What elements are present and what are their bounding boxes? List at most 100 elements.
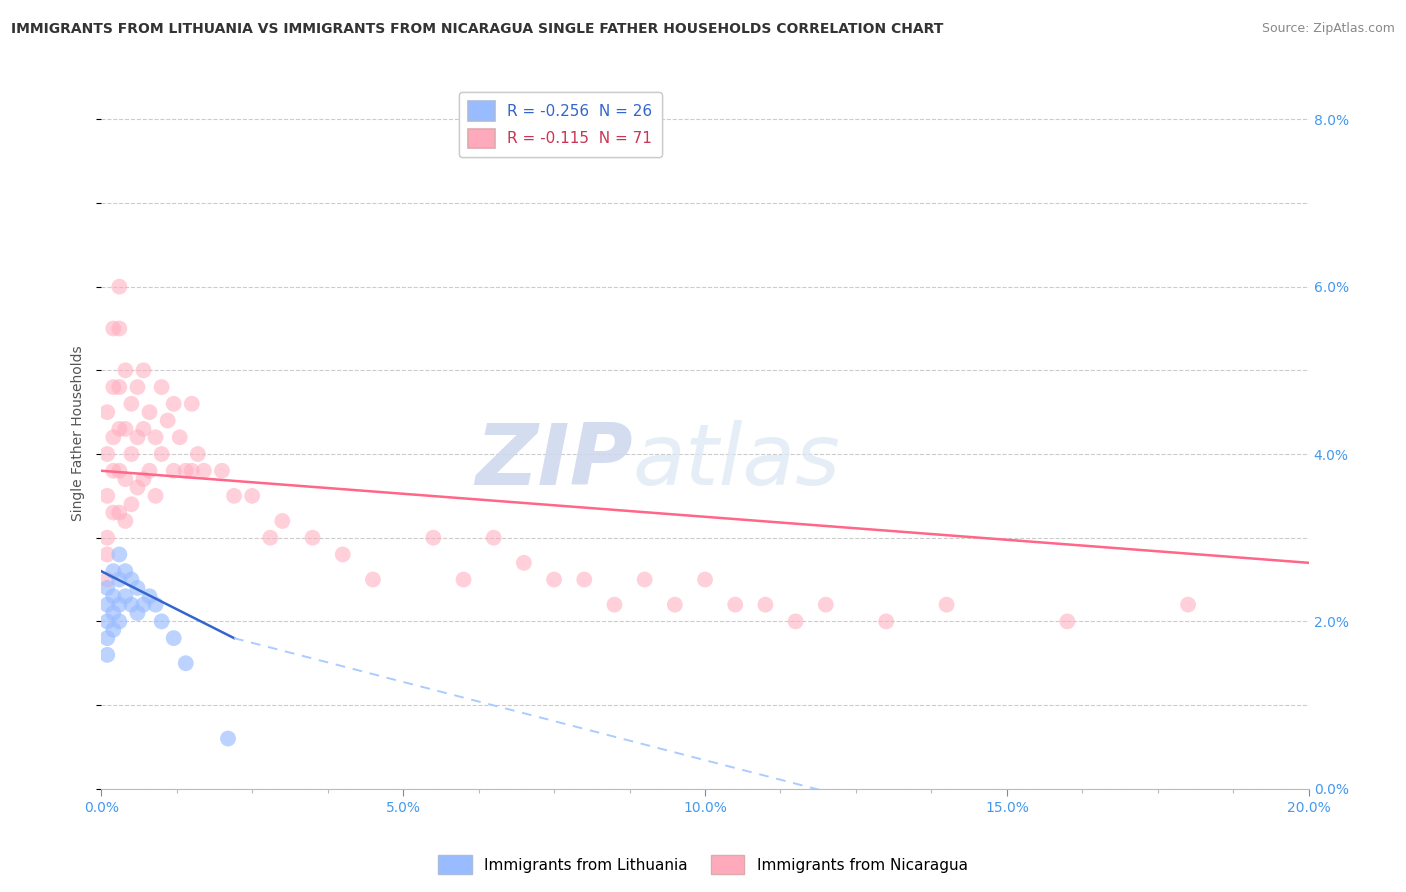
Point — [145, 430, 167, 444]
Point — [180, 464, 202, 478]
Point — [108, 279, 131, 293]
Point — [96, 581, 118, 595]
Point — [120, 573, 142, 587]
Point — [120, 598, 142, 612]
Point — [120, 397, 142, 411]
Point — [96, 598, 118, 612]
Point — [120, 497, 142, 511]
Point — [193, 464, 215, 478]
Point — [453, 573, 475, 587]
Point — [138, 589, 160, 603]
Point — [96, 548, 118, 562]
Point — [132, 472, 155, 486]
Point — [163, 631, 186, 645]
Point — [108, 321, 131, 335]
Point — [103, 430, 125, 444]
Y-axis label: Single Father Households: Single Father Households — [72, 345, 86, 521]
Point — [271, 514, 294, 528]
Text: atlas: atlas — [633, 420, 841, 503]
Point — [332, 548, 354, 562]
Point — [103, 380, 125, 394]
Point — [664, 598, 686, 612]
Point — [169, 430, 191, 444]
Point — [96, 531, 118, 545]
Point — [127, 581, 149, 595]
Point — [103, 623, 125, 637]
Point — [1177, 598, 1199, 612]
Point — [114, 564, 136, 578]
Point — [163, 464, 186, 478]
Point — [114, 363, 136, 377]
Point — [127, 380, 149, 394]
Point — [96, 405, 118, 419]
Point — [114, 472, 136, 486]
Point — [114, 422, 136, 436]
Point — [724, 598, 747, 612]
Point — [108, 506, 131, 520]
Point — [785, 615, 807, 629]
Point — [482, 531, 505, 545]
Point — [754, 598, 776, 612]
Point — [603, 598, 626, 612]
Point — [259, 531, 281, 545]
Text: ZIP: ZIP — [475, 420, 633, 503]
Point — [633, 573, 655, 587]
Point — [174, 657, 197, 671]
Point — [132, 363, 155, 377]
Point — [127, 481, 149, 495]
Point — [138, 464, 160, 478]
Point — [96, 648, 118, 662]
Text: Source: ZipAtlas.com: Source: ZipAtlas.com — [1261, 22, 1395, 36]
Point — [240, 489, 263, 503]
Point — [217, 731, 239, 746]
Point — [108, 573, 131, 587]
Point — [96, 615, 118, 629]
Point — [132, 598, 155, 612]
Point — [150, 615, 173, 629]
Point — [163, 397, 186, 411]
Point — [103, 589, 125, 603]
Point — [361, 573, 384, 587]
Point — [180, 397, 202, 411]
Point — [174, 464, 197, 478]
Point — [127, 430, 149, 444]
Point — [108, 615, 131, 629]
Point — [222, 489, 245, 503]
Point — [145, 598, 167, 612]
Point — [103, 564, 125, 578]
Point — [114, 514, 136, 528]
Legend: R = -0.256  N = 26, R = -0.115  N = 71: R = -0.256 N = 26, R = -0.115 N = 71 — [458, 92, 662, 157]
Point — [156, 413, 179, 427]
Point — [574, 573, 596, 587]
Point — [1056, 615, 1078, 629]
Point — [120, 447, 142, 461]
Point — [103, 606, 125, 620]
Point — [150, 447, 173, 461]
Point — [96, 489, 118, 503]
Point — [127, 606, 149, 620]
Point — [150, 380, 173, 394]
Point — [132, 422, 155, 436]
Point — [187, 447, 209, 461]
Point — [935, 598, 957, 612]
Text: IMMIGRANTS FROM LITHUANIA VS IMMIGRANTS FROM NICARAGUA SINGLE FATHER HOUSEHOLDS : IMMIGRANTS FROM LITHUANIA VS IMMIGRANTS … — [11, 22, 943, 37]
Point — [108, 548, 131, 562]
Point — [138, 405, 160, 419]
Point — [211, 464, 233, 478]
Point — [108, 598, 131, 612]
Point — [96, 631, 118, 645]
Point — [103, 321, 125, 335]
Point — [108, 464, 131, 478]
Point — [114, 589, 136, 603]
Point — [422, 531, 444, 545]
Legend: Immigrants from Lithuania, Immigrants from Nicaragua: Immigrants from Lithuania, Immigrants fr… — [432, 849, 974, 880]
Point — [693, 573, 716, 587]
Point — [103, 464, 125, 478]
Point — [103, 506, 125, 520]
Point — [108, 422, 131, 436]
Point — [875, 615, 897, 629]
Point — [513, 556, 536, 570]
Point — [814, 598, 837, 612]
Point — [301, 531, 323, 545]
Point — [145, 489, 167, 503]
